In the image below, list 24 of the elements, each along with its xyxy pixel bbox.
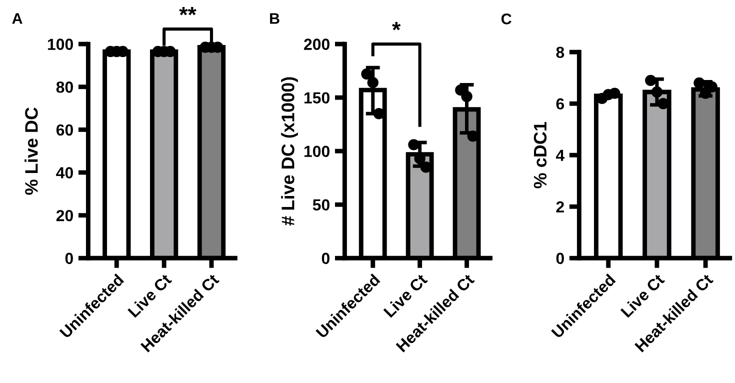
y-tick-label: 0 — [556, 252, 564, 264]
text: ** — [179, 7, 196, 16]
y-tick-label: 0 — [65, 252, 73, 264]
text: * — [392, 22, 401, 30]
y-tick-label: 20 — [56, 210, 73, 222]
y-tick-label: 2 — [556, 201, 564, 212]
y-axis-title: % Live DC — [24, 107, 38, 195]
y-tick-label: 80 — [56, 82, 73, 93]
y-tick-label: 40 — [56, 167, 73, 178]
chart-title: B — [270, 13, 280, 24]
y-tick-label: 0 — [322, 252, 330, 264]
chart-title: A — [12, 13, 22, 24]
y-tick-label: 6 — [556, 98, 564, 110]
y-tick-label: 8 — [556, 46, 564, 58]
y-axis-title: # Live DC (x1000) — [281, 77, 298, 226]
y-tick-label: 100 — [304, 146, 330, 158]
y-tick-label: 60 — [56, 124, 73, 136]
y-tick-label: 50 — [312, 199, 330, 211]
y-tick-label: 200 — [304, 38, 330, 50]
y-tick-label: 100 — [48, 38, 73, 50]
y-axis-title: % cDC1 — [534, 122, 547, 188]
y-tick-label: 4 — [556, 150, 565, 161]
y-tick-label: 150 — [304, 92, 330, 104]
chart-title: C — [501, 14, 512, 24]
